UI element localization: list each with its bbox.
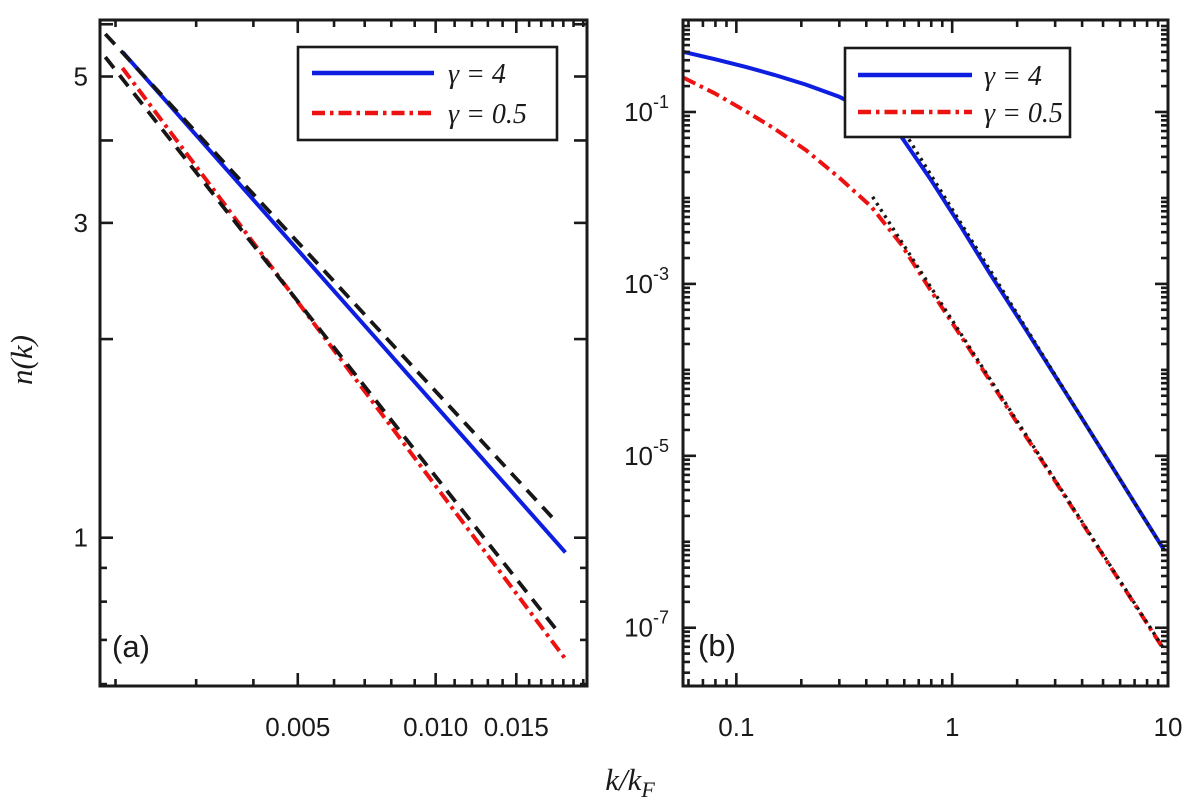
legend-label-gamma4: γ = 4 [984,61,1042,92]
legend-label-gamma4: γ = 4 [448,59,506,90]
ticks-group [683,20,1170,686]
axes-frame [681,18,1170,688]
gamma05-tail-asymptote-curve [871,195,1167,652]
x-tick-label: 0.010 [403,712,468,742]
gamma05-powerlaw-fit-curve [103,55,560,633]
x-axis-label: k/kF [605,762,655,802]
axes-frame [98,18,589,688]
x-tick-label: 1 [945,712,959,742]
curves-group [683,49,1167,652]
x-tick-label: 0.015 [484,712,549,742]
legend-label-gamma05: γ = 0.5 [984,98,1063,129]
panel-b-plot: 0.1 1 10 10-1 10-3 10-5 10-7 γ = 4 γ = 0.5 [624,18,1182,742]
curves-group [103,32,568,661]
legend-frame [296,45,559,142]
tick-labels-group: 0.1 1 10 10-1 10-3 10-5 10-7 [624,92,1182,742]
panel-a-tag: (a) [112,629,150,664]
y-tick-label: 5 [74,62,88,92]
y-tick-label: 3 [74,208,88,238]
x-tick-label: 10 [1154,712,1183,742]
y-tick-label: 1 [74,523,88,553]
gamma4-powerlaw-fit-curve [103,32,560,525]
x-tick-label: 0.005 [265,712,330,742]
gamma05-curve [120,66,568,661]
y-tick-label: 10-7 [624,608,669,643]
ticks-group [100,20,587,686]
legend-box: γ = 4 γ = 0.5 [296,45,559,142]
legend-label-gamma05: γ = 0.5 [448,99,527,130]
y-tick-label: 10-3 [624,264,669,299]
legend-frame [843,46,1072,139]
panel-b-tag: (b) [698,628,736,663]
gamma4-curve [683,49,1166,552]
y-tick-label: 10-5 [624,436,669,471]
tick-labels-group: 0.005 0.010 0.015 1 3 5 [74,62,549,742]
gamma05-curve [683,76,1166,652]
y-tick-label: 10-1 [624,92,669,127]
gamma4-curve [120,50,567,554]
plot-render-root: 0.005 0.010 0.015 1 3 5 γ = 4 γ = 0.5 0.1 1 10 10-1… [74,18,1182,742]
x-tick-label: 0.1 [718,712,754,742]
panel-a-plot: 0.005 0.010 0.015 1 3 5 γ = 4 γ = 0.5 [74,18,589,742]
legend-box: γ = 4 γ = 0.5 [843,46,1072,139]
y-axis-label: n(k) [4,335,39,385]
